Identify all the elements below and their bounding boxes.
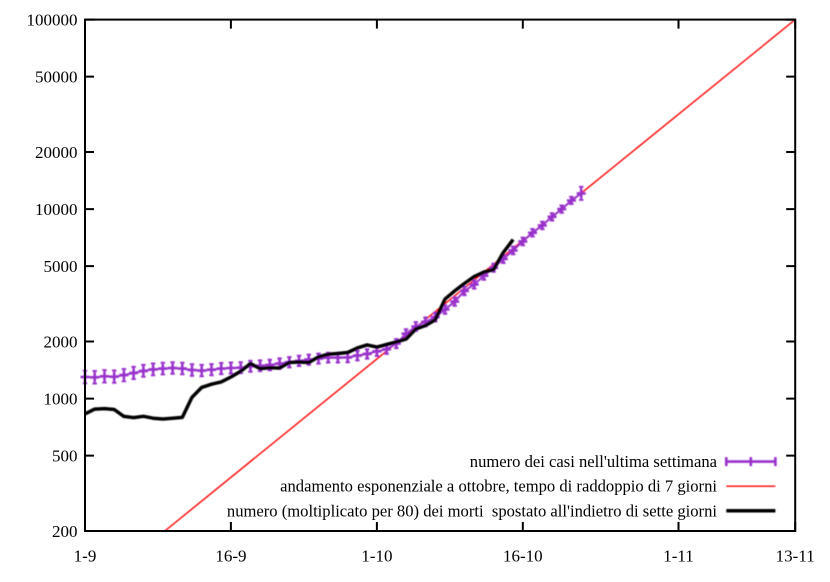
svg-text:200: 200 xyxy=(52,522,78,541)
svg-text:2000: 2000 xyxy=(44,333,78,352)
svg-text:1000: 1000 xyxy=(44,390,78,409)
svg-text:50000: 50000 xyxy=(35,68,78,87)
svg-text:numero dei casi nell'ultima se: numero dei casi nell'ultima settimana xyxy=(470,452,718,471)
svg-text:1-11: 1-11 xyxy=(663,547,694,566)
svg-text:16-10: 16-10 xyxy=(503,547,543,566)
svg-text:5000: 5000 xyxy=(44,257,78,276)
svg-text:10000: 10000 xyxy=(35,200,78,219)
svg-text:13-11: 13-11 xyxy=(776,547,815,566)
svg-text:500: 500 xyxy=(52,447,78,466)
svg-text:1-9: 1-9 xyxy=(74,547,97,566)
svg-text:20000: 20000 xyxy=(35,143,78,162)
svg-text:100000: 100000 xyxy=(27,11,78,30)
svg-text:andamento esponenziale a ottob: andamento esponenziale a ottobre, tempo … xyxy=(280,477,717,496)
svg-text:numero (moltiplicato per 80) d: numero (moltiplicato per 80) dei morti s… xyxy=(227,501,717,520)
svg-text:1-10: 1-10 xyxy=(361,547,392,566)
svg-text:16-9: 16-9 xyxy=(215,547,246,566)
